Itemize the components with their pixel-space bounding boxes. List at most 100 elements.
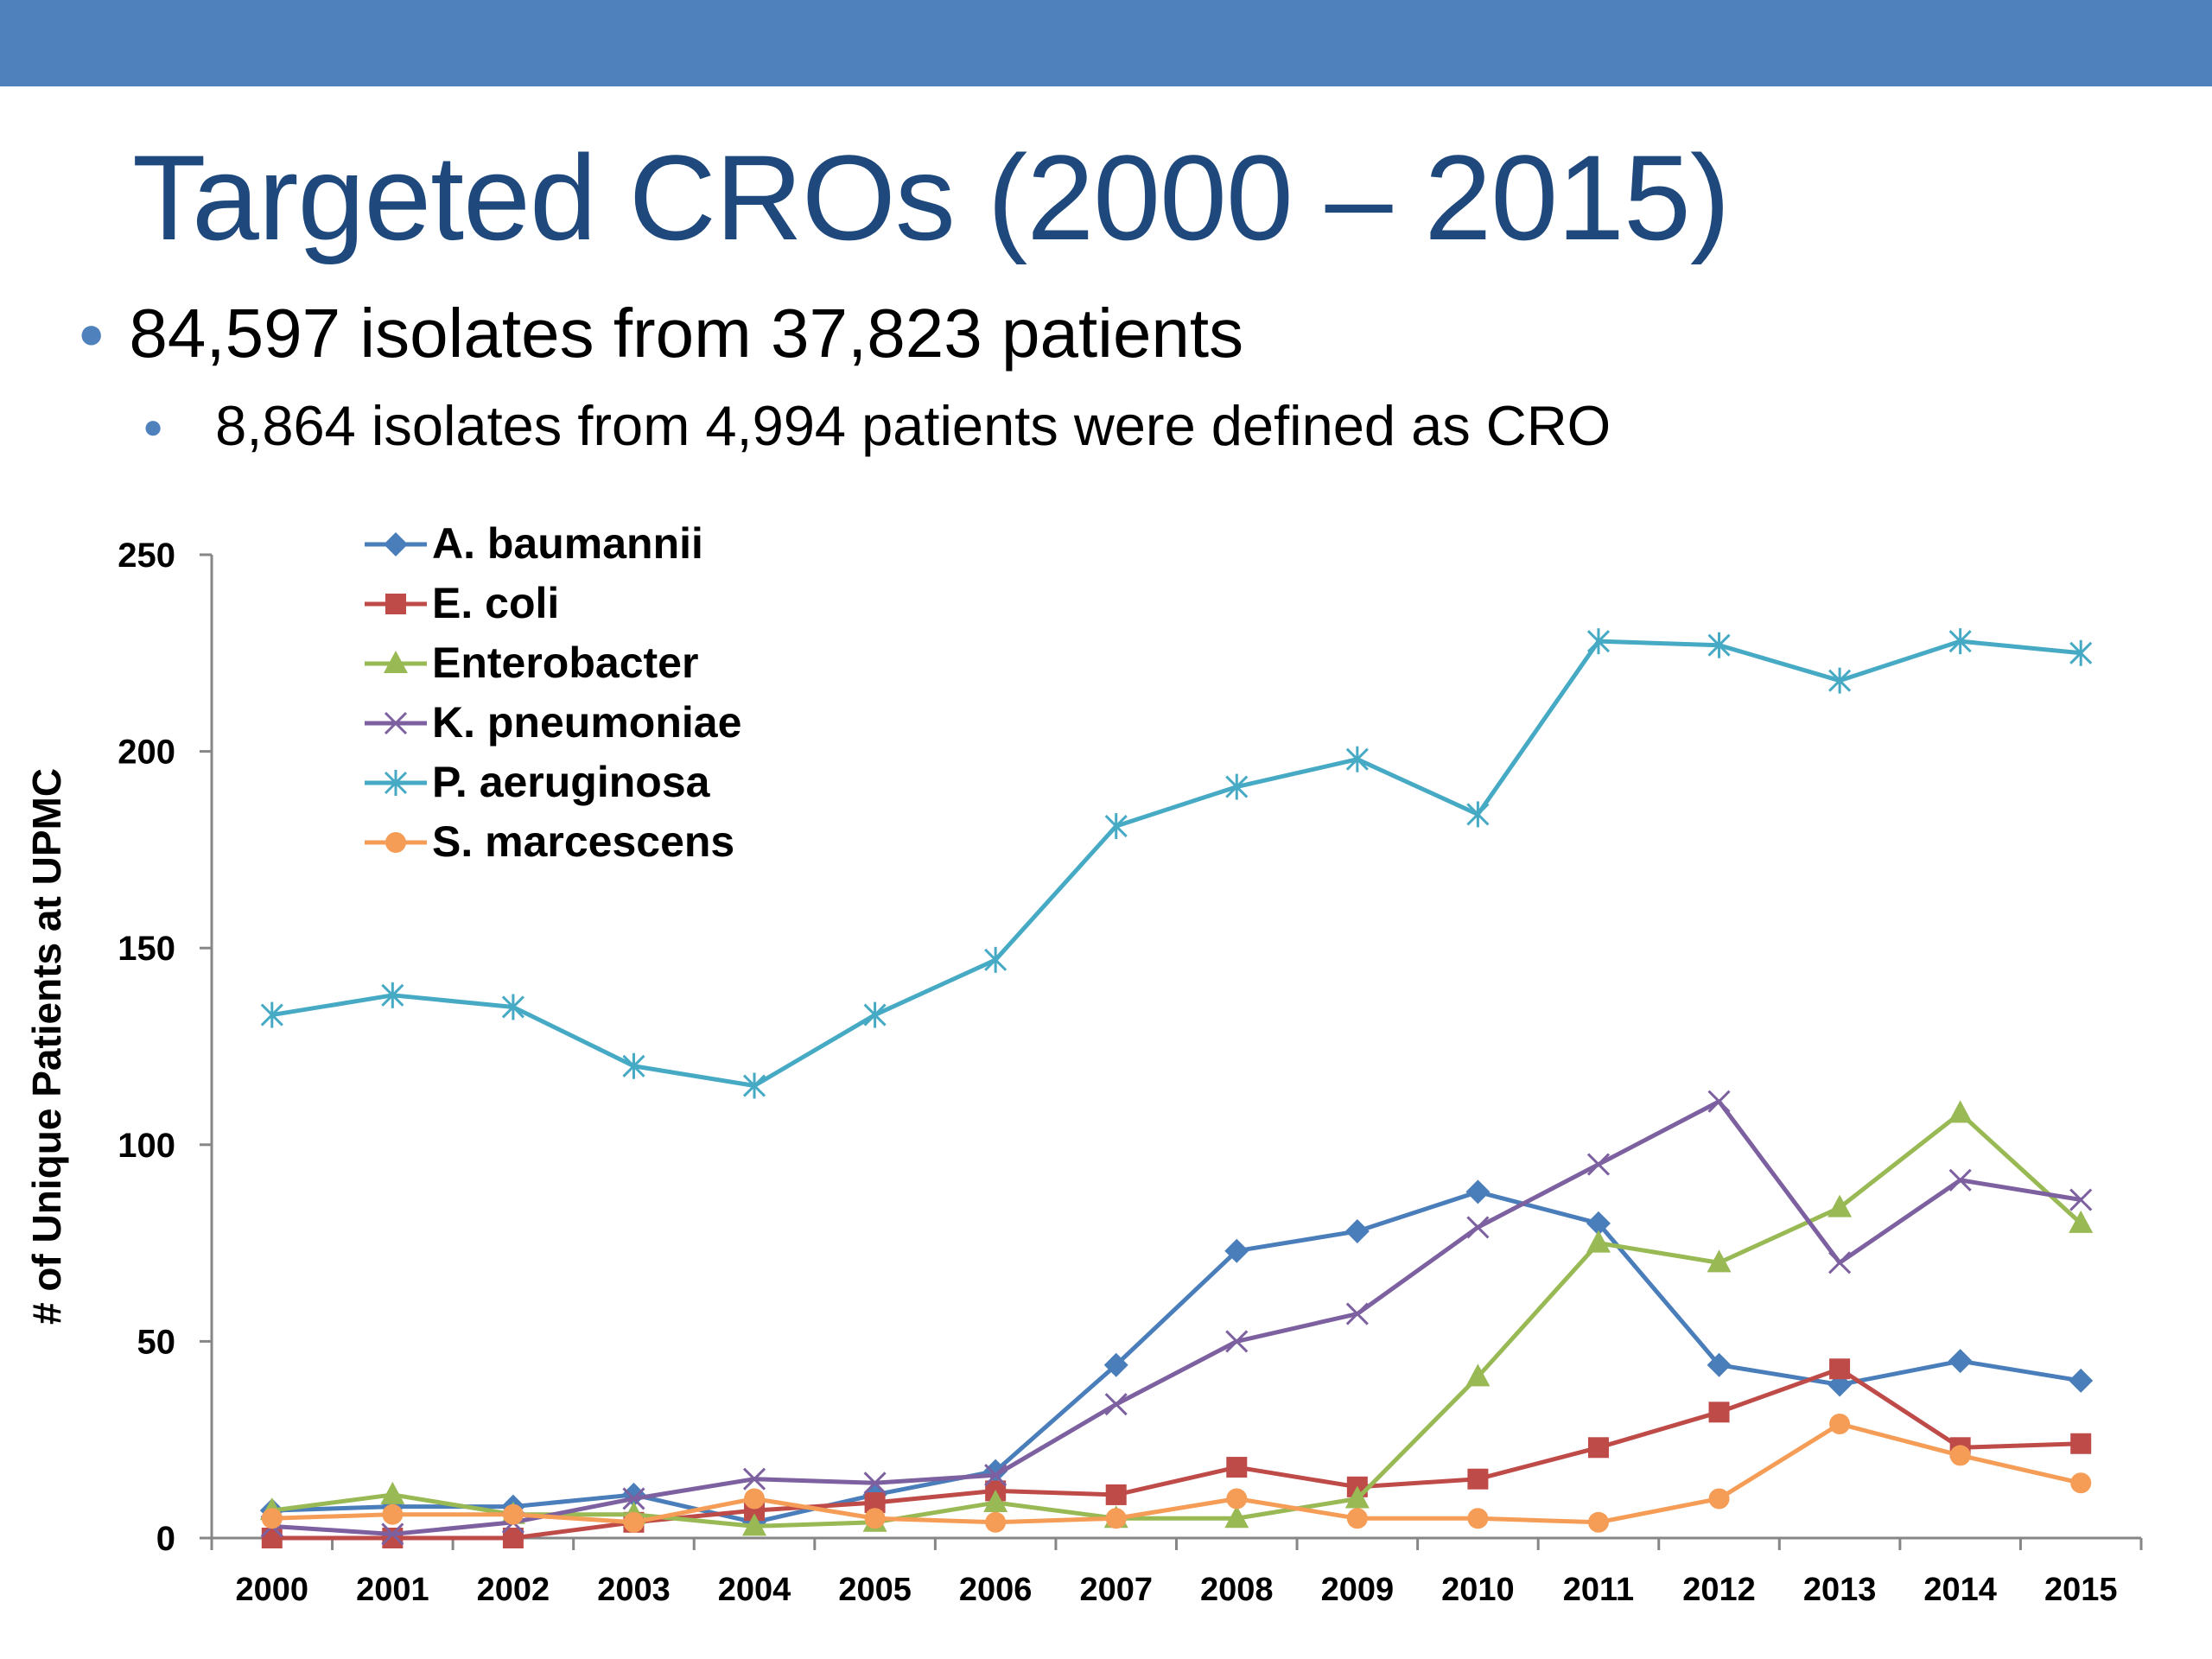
data-point-enterobacter <box>1224 1505 1249 1529</box>
data-point-k-pneumoniae <box>2069 1188 2093 1211</box>
data-point-k-pneumoniae <box>381 1522 404 1546</box>
data-point-e-coli <box>1587 1437 1609 1459</box>
legend-label-p-aeruginosa: P. aeruginosa <box>432 758 711 806</box>
data-point-s-marcescens <box>382 1503 404 1525</box>
data-point-a-baumannii <box>1465 1179 1491 1205</box>
data-point-k-pneumoniae <box>742 1467 766 1491</box>
data-point-k-pneumoniae <box>984 1464 1007 1487</box>
y-axis-label: # of Unique Patients at UPMC <box>24 768 69 1325</box>
series-line-e-coli <box>271 1366 2082 1541</box>
data-point-e-coli <box>1226 1457 1248 1478</box>
x-tick-label: 2014 <box>1923 1572 1997 1608</box>
data-point-p-aeruginosa <box>1104 813 1128 840</box>
x-tick-label: 2004 <box>718 1572 791 1608</box>
line-chart: 0 50 100 150 200 250 2000 2001 2002 2003 2004 2005 2… <box>24 519 2143 1608</box>
series-line-k-pneumoniae <box>271 1099 2082 1536</box>
data-point-p-aeruginosa <box>260 1001 283 1028</box>
data-point-enterobacter <box>1827 1194 1853 1217</box>
x-tick-label: 2001 <box>356 1572 429 1608</box>
x-tick-label: 2010 <box>1441 1572 1515 1608</box>
data-point-a-baumannii <box>1103 1352 1128 1377</box>
legend-label-e-coli: E. coli <box>432 579 559 627</box>
y-tick-label: 250 <box>118 537 175 575</box>
data-point-enterobacter <box>1344 1485 1370 1509</box>
data-point-e-coli <box>502 1528 524 1548</box>
y-tick-label: 50 <box>137 1323 176 1361</box>
data-point-s-marcescens <box>864 1508 886 1529</box>
data-point-enterobacter <box>1586 1230 1611 1253</box>
bullet-secondary-text: 8,864 isolates from 4,994 patients were … <box>215 394 1611 457</box>
data-point-a-baumannii <box>1224 1238 1249 1263</box>
data-point-e-coli <box>1829 1358 1851 1380</box>
data-point-enterobacter <box>1707 1249 1732 1273</box>
data-point-k-pneumoniae <box>622 1487 645 1510</box>
data-point-p-aeruginosa <box>984 946 1007 973</box>
legend-marker-enterobacter <box>384 651 408 673</box>
x-tick-label: 2008 <box>1200 1572 1274 1608</box>
data-point-s-marcescens <box>2070 1472 2092 1494</box>
legend-label-a-baumannii: A. baumannii <box>432 519 703 568</box>
data-point-k-pneumoniae <box>1225 1330 1249 1353</box>
x-tick-label: 2012 <box>1682 1572 1756 1608</box>
data-point-enterobacter <box>742 1513 767 1536</box>
x-tick-label: 2015 <box>2044 1572 2118 1608</box>
x-tick-label: 2013 <box>1803 1572 1877 1608</box>
data-point-k-pneumoniae <box>1707 1090 1731 1113</box>
data-point-a-baumannii <box>1344 1218 1370 1243</box>
y-tick-label: 200 <box>118 734 175 772</box>
x-tick-label: 2007 <box>1079 1572 1153 1608</box>
data-point-k-pneumoniae <box>1586 1153 1611 1176</box>
series-line-a-baumannii <box>271 1189 2082 1525</box>
data-point-enterobacter <box>380 1481 405 1504</box>
data-point-s-marcescens <box>1226 1488 1248 1510</box>
y-tick-label: 100 <box>118 1127 175 1165</box>
data-point-p-aeruginosa <box>1707 632 1731 658</box>
bullet-primary: ● 84,597 isolates from 37,823 patients <box>78 294 1243 373</box>
data-point-s-marcescens <box>1829 1413 1851 1434</box>
data-point-s-marcescens <box>623 1511 645 1533</box>
data-point-k-pneumoniae <box>863 1471 887 1495</box>
data-point-enterobacter <box>1465 1363 1491 1387</box>
data-point-p-aeruginosa <box>1345 746 1369 772</box>
data-point-p-aeruginosa <box>2069 639 2093 666</box>
data-point-p-aeruginosa <box>863 1001 887 1028</box>
legend-label-k-pneumoniae: K. pneumoniae <box>432 698 741 747</box>
data-point-e-coli <box>261 1528 283 1548</box>
data-point-s-marcescens <box>1105 1508 1127 1529</box>
data-point-k-pneumoniae <box>1104 1393 1128 1416</box>
data-point-e-coli <box>2070 1433 2092 1454</box>
data-point-enterobacter <box>983 1490 1008 1513</box>
bullet-dot-icon: ● <box>143 408 164 446</box>
data-point-s-marcescens <box>1708 1488 1730 1510</box>
bullet-dot-icon: ● <box>78 308 105 359</box>
data-point-e-coli <box>382 1528 404 1548</box>
data-point-p-aeruginosa <box>1828 667 1852 694</box>
header-bar <box>0 0 2212 86</box>
x-tick-label: 2011 <box>1563 1572 1634 1608</box>
slide-title: Targeted CROs (2000 – 2015) <box>132 130 1731 265</box>
legend-marker-p-aeruginosa <box>384 770 408 796</box>
data-point-k-pneumoniae <box>1345 1302 1369 1325</box>
data-point-p-aeruginosa <box>742 1072 766 1099</box>
data-point-a-baumannii <box>2069 1368 2094 1393</box>
legend-marker-a-baumannii <box>384 532 408 556</box>
data-point-k-pneumoniae <box>1828 1251 1852 1274</box>
x-tick-label: 2002 <box>477 1572 550 1608</box>
series-line-enterobacter <box>271 1110 2082 1529</box>
data-point-s-marcescens <box>1949 1445 1971 1466</box>
data-point-s-marcescens <box>744 1488 766 1510</box>
data-point-a-baumannii <box>1707 1352 1732 1377</box>
legend-label-s-marcescens: S. marcescens <box>432 817 734 866</box>
data-point-s-marcescens <box>985 1511 1007 1533</box>
x-tick-label: 2006 <box>959 1572 1033 1608</box>
data-point-k-pneumoniae <box>1466 1216 1490 1239</box>
x-tick-label: 2005 <box>838 1572 912 1608</box>
data-point-enterobacter <box>2069 1210 2094 1233</box>
y-tick-label: 150 <box>118 930 175 968</box>
data-point-p-aeruginosa <box>1225 773 1249 800</box>
x-tick-label: 2000 <box>236 1572 309 1608</box>
legend-marker-s-marcescens <box>385 832 406 853</box>
x-tick-label: 2009 <box>1321 1572 1395 1608</box>
y-tick-label: 0 <box>156 1520 175 1558</box>
data-point-e-coli <box>1105 1484 1127 1505</box>
